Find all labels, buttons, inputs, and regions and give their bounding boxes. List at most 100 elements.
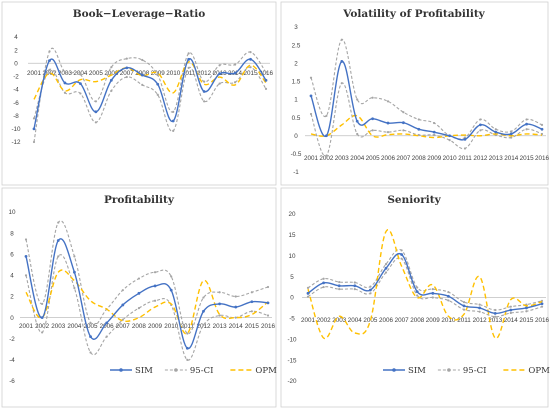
y-tick-label: -6 (13, 100, 19, 107)
x-tick-label: 2012 (197, 70, 212, 77)
x-tick-label: 2011 (457, 317, 471, 324)
x-tick-label: 2016 (535, 317, 550, 324)
x-tick-label: 2012 (473, 317, 488, 324)
x-tick-label: 2001 (27, 70, 42, 77)
x-tick-label: 2014 (229, 323, 244, 330)
x-tick-label: 2009 (151, 70, 166, 77)
data-point-sim (121, 303, 125, 307)
series-line-95-ci (310, 82, 543, 157)
data-point-95-ci (172, 129, 175, 132)
data-point-sim (169, 288, 173, 292)
y-tick-label: 1.5 (292, 79, 301, 86)
data-point-sim (218, 302, 222, 306)
series-line-95-ci (25, 254, 269, 361)
x-tick-label: 2015 (519, 317, 534, 324)
x-tick-label: 2008 (410, 317, 425, 324)
x-tick-label: 2015 (244, 70, 259, 77)
data-point-sim (156, 82, 160, 86)
y-tick-label: 2 (10, 294, 14, 301)
data-point-95-ci (57, 255, 60, 258)
legend-label: 95-CI (190, 366, 214, 376)
x-tick-label: 2007 (120, 70, 135, 77)
data-point-sim (171, 119, 175, 123)
series-line-95-ci (33, 47, 267, 143)
data-point-sim (353, 284, 357, 288)
chart-panel-2: Volatility of Profitability 3 2.5 2 1.5 1 0.5 0… (280, 1, 549, 186)
data-point-sim (24, 254, 28, 258)
data-point-sim (40, 316, 44, 320)
data-point-95-ci (340, 82, 343, 85)
data-point-95-ci (141, 83, 144, 87)
data-point-95-ci (356, 98, 359, 101)
data-point-95-ci (79, 73, 82, 76)
data-point-sim (525, 306, 528, 310)
data-point-95-ci (125, 57, 128, 60)
data-point-95-ci (110, 66, 113, 69)
data-point-95-ci (462, 300, 466, 304)
x-tick-label: 2003 (332, 317, 347, 324)
x-tick-label: 2007 (395, 317, 410, 324)
x-tick-label: 2007 (116, 323, 131, 330)
x-tick-label: 2005 (366, 155, 381, 162)
data-point-95-ci (478, 303, 481, 306)
panel-frame (280, 187, 549, 408)
data-point-sim (371, 117, 374, 121)
data-point-sim (431, 291, 435, 295)
data-point-sim (494, 130, 498, 134)
data-point-95-ci (218, 82, 221, 85)
chart-title: Volatility of Profitability (342, 8, 485, 20)
data-point-95-ci (479, 118, 482, 121)
series-line-95-ci (310, 39, 543, 140)
legend: SIM 95-CI OPM (383, 366, 550, 376)
data-point-sim (384, 266, 388, 270)
data-point-95-ci (417, 118, 420, 121)
data-point-95-ci (356, 132, 359, 136)
x-tick-label: 2009 (148, 323, 163, 330)
data-point-sim (264, 78, 268, 82)
data-point-95-ci (89, 321, 92, 325)
data-point-95-ci (218, 64, 221, 67)
x-tick-label: 2004 (350, 155, 365, 162)
data-point-95-ci (416, 294, 419, 297)
y-tick-label: 2 (294, 60, 298, 67)
data-point-95-ci (431, 296, 434, 299)
y-tick-label: 10 (288, 253, 296, 260)
data-point-95-ci (447, 290, 450, 294)
legend-label: OPM (528, 366, 550, 376)
y-tick-label: -10 (11, 126, 21, 133)
data-point-95-ci (234, 316, 237, 319)
series-line-sim (25, 238, 269, 349)
data-point-95-ci (338, 288, 341, 291)
data-point-95-ci (525, 128, 528, 131)
x-tick-label: 2006 (104, 70, 119, 77)
data-point-95-ci (250, 291, 253, 294)
data-point-95-ci (433, 121, 436, 125)
y-tick-label: -6 (9, 378, 15, 385)
x-tick-label: 2010 (441, 317, 456, 324)
x-tick-label: 2006 (100, 323, 115, 330)
data-point-sim (322, 281, 325, 285)
data-point-sim (402, 121, 405, 125)
data-point-95-ci (94, 121, 97, 124)
series-line-95-ci (307, 248, 543, 311)
data-point-95-ci (186, 358, 189, 361)
data-point-sim (89, 335, 92, 339)
data-point-sim (447, 294, 450, 298)
y-tick-label: 0 (10, 315, 14, 322)
data-point-95-ci (431, 288, 434, 291)
data-point-95-ci (384, 263, 388, 266)
data-point-sim (105, 321, 109, 325)
data-point-sim (63, 81, 67, 85)
data-point-95-ci (369, 292, 372, 295)
y-tick-label: 8 (10, 230, 14, 237)
x-tick-label: 2004 (67, 323, 82, 330)
data-point-sim (369, 288, 372, 292)
y-tick-label: 2.5 (292, 42, 301, 49)
data-point-sim (94, 110, 98, 114)
data-point-sim (48, 59, 51, 63)
data-point-95-ci (340, 38, 343, 41)
y-tick-label: 2 (14, 47, 18, 54)
data-point-95-ci (525, 310, 528, 313)
